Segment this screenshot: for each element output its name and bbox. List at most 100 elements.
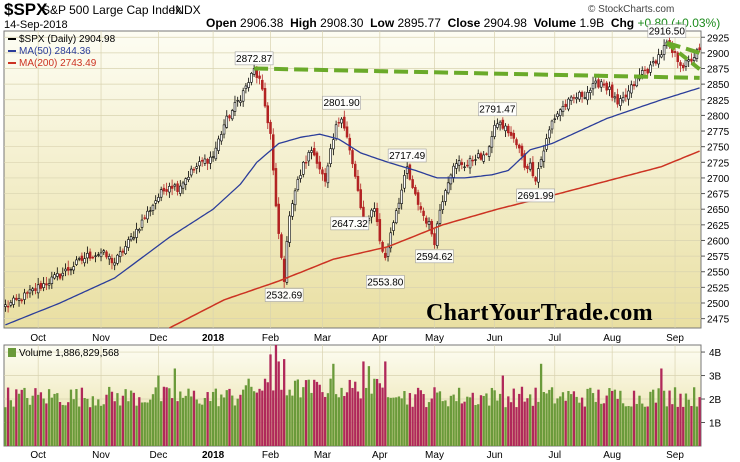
exchange: INDX: [172, 3, 201, 17]
candle-body: [504, 125, 507, 132]
volume-bar: [250, 386, 253, 446]
volume-bar: [203, 397, 207, 446]
volume-bar: [561, 392, 565, 446]
candle-body: [673, 51, 677, 53]
price-tick-label: 2725: [707, 158, 730, 169]
volume-bar: [255, 392, 258, 446]
candle-body: [23, 292, 26, 300]
candle-body: [528, 162, 532, 170]
candle-body: [662, 45, 666, 55]
candle-body: [537, 168, 540, 183]
volume-bar: [373, 378, 376, 446]
price-x-label: Nov: [92, 333, 110, 344]
candle-body: [594, 80, 598, 84]
volume-bar: [529, 394, 532, 446]
candle-body: [247, 82, 250, 88]
candle-body: [45, 283, 48, 286]
volume-bar: [94, 405, 97, 446]
price-tick-label: 2550: [707, 268, 730, 279]
volume-bar: [589, 387, 592, 446]
volume-bar: [91, 396, 94, 446]
candle-body: [474, 159, 477, 161]
volume-x-label: Oct: [30, 450, 46, 461]
volume-bar: [201, 404, 204, 446]
candle-body: [20, 299, 24, 302]
candle-body: [173, 184, 177, 187]
candle-body: [12, 297, 15, 305]
volume-bar: [198, 403, 201, 446]
candle-body: [389, 232, 393, 249]
candle-body: [493, 125, 496, 137]
candle-body: [501, 119, 505, 129]
volume-bar: [526, 398, 529, 446]
volume-bar: [545, 393, 548, 446]
volume-bar: [86, 398, 89, 446]
candle-body: [449, 174, 453, 185]
volume-bar: [460, 403, 463, 446]
candle-body: [507, 125, 510, 134]
candle-body: [619, 98, 622, 106]
volume-bar: [455, 401, 458, 446]
price-tick-label: 2850: [707, 80, 730, 91]
volume-x-label: Apr: [372, 450, 388, 461]
candle-body: [561, 105, 565, 112]
volume-x-label: 2018: [202, 450, 225, 461]
candle-body: [310, 150, 313, 153]
volume-bar: [162, 386, 166, 446]
annotation-label: 2532.69: [266, 291, 303, 302]
volume-bar: [351, 387, 354, 446]
candle-body: [326, 165, 330, 184]
volume-bar: [4, 407, 7, 446]
volume-bar: [337, 397, 340, 446]
candle-body: [545, 138, 548, 150]
volume-bar: [345, 392, 349, 446]
volume-bar: [441, 401, 444, 446]
candle-body: [181, 182, 185, 189]
candle-body: [291, 203, 294, 217]
candle-body: [302, 161, 305, 175]
volume-bar: [143, 402, 146, 446]
candle-body: [157, 197, 160, 202]
candle-body: [580, 91, 584, 97]
volume-bar: [135, 405, 138, 446]
candle-body: [233, 102, 237, 112]
volume-bar: [129, 390, 133, 446]
volume-bar: [498, 393, 502, 446]
price-tick-label: 2525: [707, 283, 730, 294]
candle-body: [107, 256, 111, 260]
candle-body: [110, 258, 114, 264]
volume-bar: [414, 394, 417, 446]
volume-bar: [632, 390, 636, 446]
annotation-box: [516, 188, 555, 203]
volume-bar: [313, 379, 316, 446]
volume-bar: [296, 379, 299, 446]
volume-bar: [138, 397, 141, 446]
candle-body: [482, 154, 485, 162]
volume-bar: [671, 404, 674, 446]
candle-body: [274, 168, 278, 207]
volume-bar: [548, 389, 551, 446]
volume-bar: [630, 406, 633, 446]
price-tick-label: 2475: [707, 315, 730, 326]
quote-date: 14-Sep-2018: [4, 19, 68, 31]
volume-bar: [365, 387, 368, 446]
candle-body: [58, 273, 62, 279]
volume-bar: [583, 406, 586, 446]
price-x-label: Jun: [487, 333, 503, 344]
candle-body: [337, 122, 341, 124]
annotation-box: [264, 288, 304, 302]
volume-bar: [288, 389, 291, 446]
volume-bar: [362, 361, 365, 446]
candle-body: [132, 237, 136, 240]
candle-body: [556, 113, 559, 118]
candle-body: [285, 241, 289, 283]
volume-bar: [332, 363, 335, 446]
candle-body: [61, 272, 65, 277]
volume-bar: [567, 391, 570, 446]
annotation-box: [365, 275, 405, 289]
volume-bar: [665, 406, 668, 446]
candle-body: [356, 175, 360, 191]
volume-bar: [113, 401, 116, 446]
volume-bar: [228, 388, 231, 446]
volume-bar: [80, 387, 84, 446]
